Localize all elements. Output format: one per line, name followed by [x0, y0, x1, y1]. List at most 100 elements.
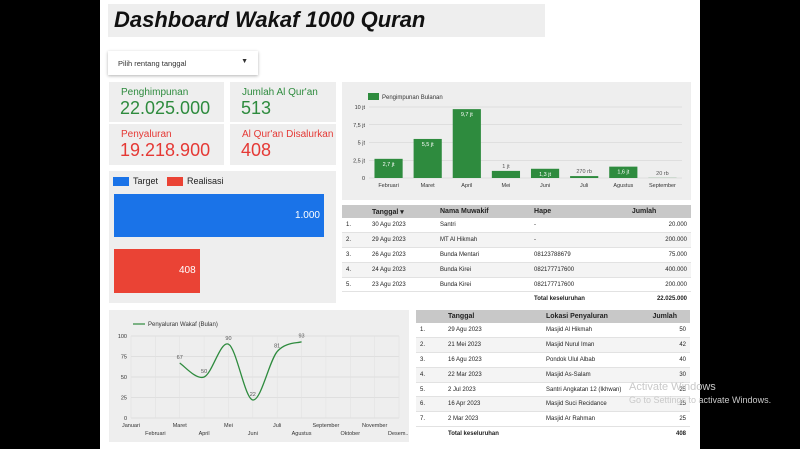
y-tick-label: 100: [118, 334, 127, 340]
penyaluran-header-lokasi[interactable]: Lokasi Penyaluran: [542, 310, 649, 323]
bar-februari: [374, 158, 403, 178]
muwakif-table-row[interactable]: 1. 30 Agu 2023 Santri -20.000: [342, 218, 691, 233]
muwakif-table-cell: Bunda Kirei: [436, 262, 531, 278]
bar-data-label: 270 rb: [576, 169, 592, 175]
muwakif-table-cell: 24 Agu 2023: [368, 262, 436, 278]
target-bar: 1.000: [114, 194, 324, 237]
x-tick-label: Februari: [145, 431, 165, 437]
point-label: 67: [177, 355, 183, 361]
penyaluran-table-row[interactable]: 1. 29 Agu 2023 Masjid Al Hikmah 50: [416, 323, 690, 338]
penyaluran-total-value: 408: [648, 426, 690, 442]
penyaluran-table-cell: 29 Agu 2023: [444, 323, 542, 338]
bar-juni: [530, 168, 560, 178]
y-tick-label: 0: [362, 176, 365, 182]
kpi-penyaluran: Penyaluran 19.218.900: [109, 124, 224, 165]
date-range-label: Pilih rentang tanggal: [118, 59, 187, 68]
target-bar-label: 1.000: [294, 210, 320, 221]
muwakif-header-jumlah[interactable]: Jumlah: [627, 205, 691, 218]
x-tick-label: Januari: [122, 423, 140, 429]
penyaluran-table-row[interactable]: 6. 16 Apr 2023 Masjid Suci Recidance 25: [416, 396, 690, 413]
x-tick-label: Juni: [248, 431, 258, 437]
muwakif-table-cell: 1.: [342, 218, 368, 233]
y-tick-label: 50: [121, 375, 127, 381]
muwakif-table-cell: 3.: [342, 247, 368, 263]
legend-swatch: [368, 93, 379, 100]
activate-windows-hint: Go to Settings to activate Windows.: [629, 395, 772, 405]
muwakif-total-label: Total keseluruhan: [530, 291, 628, 307]
penyaluran-table-cell: 2.: [416, 337, 444, 353]
penyaluran-header-jumlah[interactable]: Jumlah: [648, 310, 690, 323]
y-tick-label: 10 jt: [355, 105, 366, 111]
muwakif-table-row[interactable]: 2. 29 Agu 2023 MT Al Hikmah -200.000: [342, 232, 691, 248]
bar-data-label: 1,6 jt: [617, 170, 629, 176]
muwakif-table-cell: 200.000: [627, 277, 691, 293]
penyaluran-table-row[interactable]: 7. 2 Mar 2023 Masjid Ar Rahman 25: [416, 411, 690, 428]
penyaluran-table-cell: 42: [648, 337, 690, 353]
x-tick-label: Mei: [502, 183, 511, 189]
kpi-penghimpunan-value: 22.025.000: [120, 98, 211, 118]
muwakif-table-cell: 29 Agu 2023: [368, 232, 436, 248]
penyaluran-table-row[interactable]: 4. 22 Mar 2023 Masjid As-Salam 30: [416, 367, 690, 383]
muwakif-table-row[interactable]: 3. 26 Agu 2023 Bunda Mentari 08123788679 75.…: [342, 247, 691, 263]
penyaluran-table-cell: 40: [648, 352, 690, 368]
kpi-jumlah-quran: Jumlah Al Qur'an 513: [230, 82, 336, 122]
penyaluran-table-row[interactable]: 2. 21 Mei 2023 Masjid Nurul Iman 42: [416, 337, 690, 353]
bar-april: [452, 109, 481, 178]
legend-realisasi-swatch: [167, 177, 183, 186]
kpi-jumlah-label: Jumlah Al Qur'an: [242, 87, 318, 98]
muwakif-header-hape[interactable]: Hape: [530, 205, 628, 218]
y-tick-label: 7,5 jt: [353, 123, 365, 129]
penyaluran-table-cell: 3.: [416, 352, 444, 368]
series-line: [179, 341, 302, 401]
penyaluran-table-cell: 2 Jul 2023: [444, 382, 542, 398]
x-tick-label: September: [312, 423, 339, 429]
penyaluran-table-card: Tanggal Lokasi Penyaluran Jumlah 1. 29 Ag…: [416, 310, 690, 442]
muwakif-table-cell: -: [530, 232, 628, 248]
penyaluran-header-tanggal[interactable]: Tanggal: [444, 310, 542, 323]
penyaluran-table-cell: Masjid Suci Recidance: [542, 396, 649, 413]
monthly-bar-chart: Pengimpunan Bulanan 0 2,5 jt 5 jt 7,5 jt 10 j…: [353, 93, 682, 189]
penyaluran-table-cell: 7.: [416, 411, 444, 428]
monthly-bar-chart-card: Pengimpunan Bulanan 0 2,5 jt 5 jt 7,5 jt 10 j…: [342, 82, 691, 200]
muwakif-index-header: [342, 205, 368, 218]
title-box: Dashboard Wakaf 1000 Quran: [108, 4, 545, 37]
x-tick-label: Oktober: [340, 431, 360, 437]
page-title: Dashboard Wakaf 1000 Quran: [114, 7, 426, 32]
muwakif-table: Tanggal ▾ Nama Muwakif Hape Jumlah 1. 30 …: [342, 205, 691, 307]
muwakif-table-row[interactable]: 5. 23 Agu 2023 Bunda Kirei 082177717600 200.…: [342, 277, 691, 293]
penyaluran-table-cell: 25: [648, 396, 690, 413]
kpi-disalurkan-value: 408: [241, 140, 272, 160]
penyaluran-table-cell: 16 Apr 2023: [444, 396, 542, 413]
bar-data-label: 9,7 jt: [461, 112, 473, 118]
date-range-picker[interactable]: Pilih rentang tanggal ▼: [108, 51, 258, 75]
muwakif-table-cell: -: [530, 218, 628, 233]
muwakif-table-cell: 75.000: [627, 247, 691, 263]
penyaluran-table-row[interactable]: 5. 2 Jul 2023 Santri Angkatan 12 (Ikhwan) 2…: [416, 382, 690, 398]
legend-target-swatch: [113, 177, 129, 186]
penyaluran-table-cell: Masjid Ar Rahman: [542, 411, 649, 428]
muwakif-header-nama[interactable]: Nama Muwakif: [436, 205, 531, 218]
bar-mei: [491, 170, 521, 178]
target-realisasi-card: Target Realisasi 1.000 408: [109, 171, 336, 303]
penyaluran-table-row[interactable]: 3. 16 Agu 2023 Pondok Ulul Albab 40: [416, 352, 690, 368]
kpi-penyaluran-value: 19.218.900: [120, 140, 211, 160]
x-tick-label: Februari: [378, 183, 398, 189]
kpi-disalurkan: Al Qur'an Disalurkan 408: [230, 124, 336, 165]
muwakif-table-row[interactable]: 4. 24 Agu 2023 Bunda Kirei 082177717600 400.…: [342, 262, 691, 278]
penyaluran-table-cell: 6.: [416, 396, 444, 413]
penyaluran-table-cell: Santri Angkatan 12 (Ikhwan): [542, 382, 649, 398]
x-tick-label: Agustus: [292, 431, 312, 437]
legend-target-label: Target: [133, 176, 159, 186]
penyaluran-table-cell: 25: [648, 382, 690, 398]
muwakif-table-cell: 2.: [342, 232, 368, 248]
muwakif-table-cell: 4.: [342, 262, 368, 278]
point-label: 81: [274, 344, 280, 350]
muwakif-header-row: Tanggal ▾ Nama Muwakif Hape Jumlah: [342, 205, 691, 218]
sort-desc-icon: ▾: [400, 208, 404, 216]
x-tick-label: Maret: [173, 423, 188, 429]
x-tick-label: Juli: [273, 423, 281, 429]
penyaluran-table-cell: 1.: [416, 323, 444, 338]
penyaluran-table-cell: 50: [648, 323, 690, 338]
penyaluran-table-cell: 21 Mei 2023: [444, 337, 542, 353]
muwakif-header-tanggal[interactable]: Tanggal ▾: [368, 205, 436, 218]
